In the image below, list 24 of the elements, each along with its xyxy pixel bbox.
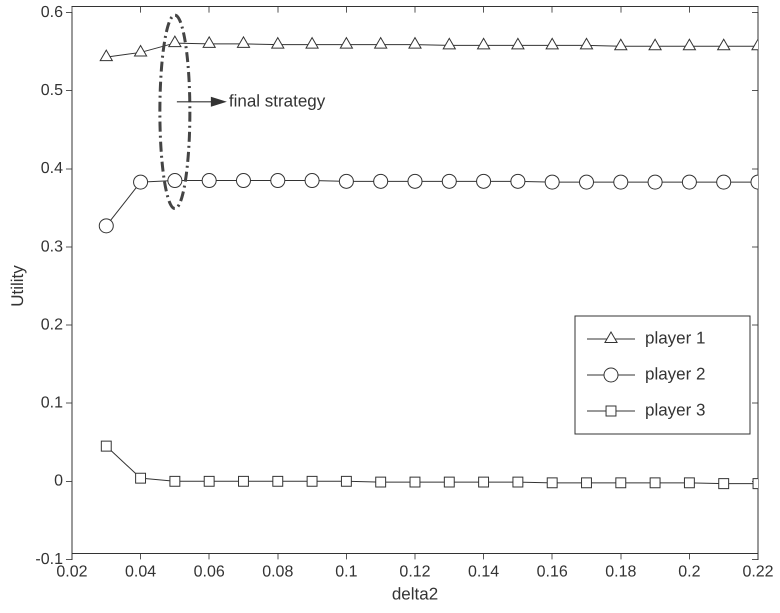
y-tick-label: 0 [54, 472, 64, 490]
x-axis-title: delta2 [392, 584, 438, 604]
x-tick-label: 0.18 [605, 563, 636, 580]
x-tick-label: 0.22 [742, 563, 774, 580]
y-tick-label: 0.5 [40, 82, 64, 100]
y-tick-label: 0.4 [40, 160, 64, 178]
x-tick-label: 0.1 [335, 563, 358, 580]
annotation: final strategy [228, 91, 326, 110]
x-tick-label: 0.04 [125, 563, 156, 580]
x-tick-label: 0.06 [194, 563, 225, 580]
y-tick-label: 0.6 [40, 4, 64, 22]
y-tick-label: 0.2 [40, 316, 64, 334]
y-axis-title: Utility [8, 264, 27, 307]
y-tick-label: 0.3 [40, 238, 64, 256]
legend-label: player 3 [645, 400, 706, 420]
x-tick-label: 0.2 [678, 563, 701, 580]
legend-label: player 1 [645, 328, 706, 348]
x-tick-label: 0.14 [468, 563, 500, 580]
x-tick-label: 0.08 [262, 563, 294, 580]
x-tick-label: 0.16 [536, 563, 568, 580]
x-tick-label: 0.12 [399, 563, 431, 580]
x-tick-label: 0.02 [56, 563, 88, 580]
y-tick-label: 0.1 [40, 394, 64, 412]
legend-label: player 2 [645, 364, 706, 384]
